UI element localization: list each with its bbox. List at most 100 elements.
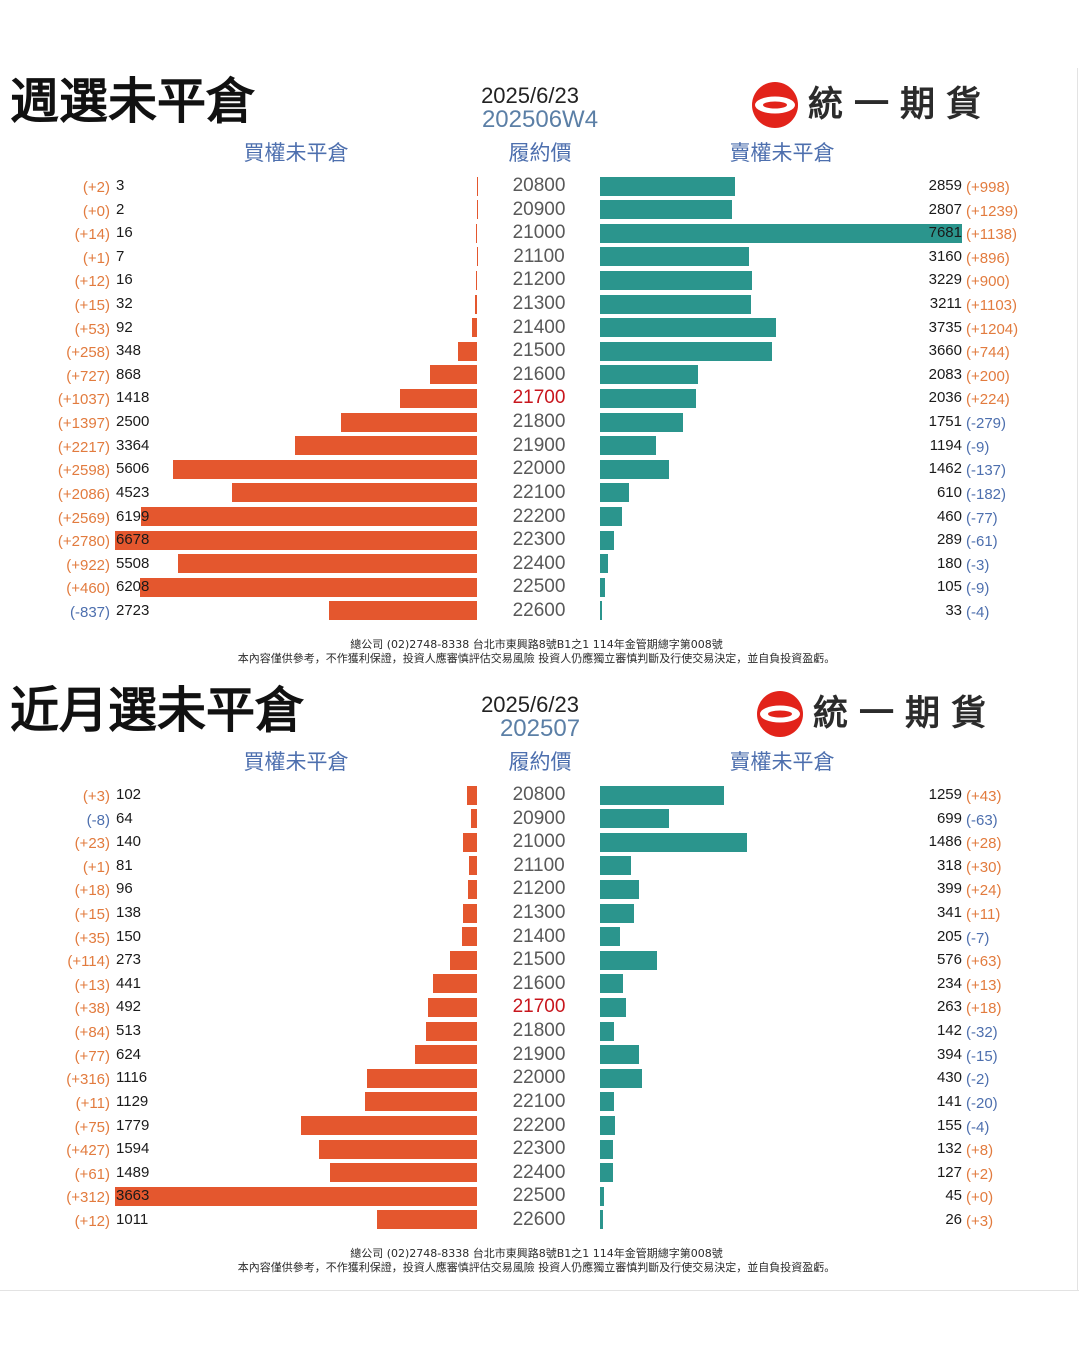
risk-disclaimer: 本內容僅供參考，不作獲利保證，投資人應審慎評估交易風險 投資人仍應獨立審慎判斷及… xyxy=(237,652,836,665)
strike-label: 20900 xyxy=(512,807,566,829)
put-oi-bar xyxy=(600,200,733,220)
put-oi-value: 2036 xyxy=(928,389,962,407)
put-oi-change: (+43) xyxy=(966,788,1002,805)
put-oi-change: (-3) xyxy=(966,556,990,574)
call-oi-bar xyxy=(140,577,477,597)
call-oi-value: 2723 xyxy=(116,601,150,619)
put-oi-bar xyxy=(600,318,777,338)
strike-label: 22400 xyxy=(512,552,566,574)
put-oi-change: (+30) xyxy=(966,858,1002,876)
call-oi-bar xyxy=(470,809,477,829)
put-oi-value: 460 xyxy=(936,507,962,525)
strike-label: 21800 xyxy=(512,411,566,433)
call-oi-bar xyxy=(301,1116,477,1136)
call-oi-bar xyxy=(400,388,477,408)
call-oi-value: 3 xyxy=(116,177,125,194)
put-oi-change: (+224) xyxy=(966,391,1010,409)
risk-disclaimer: 本內容僅供參考，不作獲利保證，投資人應審慎評估交易風險 投資人仍應獨立審慎判斷及… xyxy=(237,1261,836,1274)
strike-label: 21400 xyxy=(512,925,566,947)
put-oi-change: (-7) xyxy=(966,929,990,947)
put-oi-change: (-9) xyxy=(966,580,990,598)
call-oi-change: (+15) xyxy=(74,906,110,924)
put-oi-header: 賣權未平倉 xyxy=(729,141,835,165)
weekly-oi-panel: 週選未平倉 2025/6/23 202506W4 統一期貨 買權未平倉 履約價 … xyxy=(0,0,1079,666)
call-oi-value: 1116 xyxy=(116,1069,148,1087)
put-oi-bar xyxy=(600,459,669,479)
call-oi-change: (+53) xyxy=(74,320,110,338)
put-oi-value: 318 xyxy=(936,856,962,874)
panel-title: 週選未平倉 xyxy=(10,73,256,130)
put-oi-change: (-77) xyxy=(966,509,998,527)
put-oi-bar xyxy=(600,1186,605,1206)
call-oi-value: 1779 xyxy=(116,1116,150,1134)
strike-label: 22500 xyxy=(512,1185,566,1207)
call-oi-value: 32 xyxy=(116,295,133,313)
call-oi-value: 1418 xyxy=(116,389,150,407)
call-oi-value: 3364 xyxy=(116,436,150,454)
put-oi-value: 33 xyxy=(945,601,962,619)
put-oi-change: (+11) xyxy=(966,906,1001,924)
put-oi-value: 26 xyxy=(945,1210,962,1228)
call-oi-change: (+23) xyxy=(74,835,110,853)
uni-president-logo-icon xyxy=(757,691,803,737)
put-oi-bar xyxy=(600,856,632,876)
disclaimer-footer: 總公司 (02)2748-8338 台北市東興路8號B1之1 114年金管期總字… xyxy=(0,638,1073,666)
call-oi-bar xyxy=(341,412,477,432)
call-oi-bar xyxy=(140,507,477,527)
call-oi-value: 3663 xyxy=(116,1187,150,1205)
call-oi-change: (+2569) xyxy=(57,509,110,527)
call-oi-change: (+258) xyxy=(66,344,110,362)
put-oi-bar xyxy=(600,1139,614,1159)
call-oi-change: (+35) xyxy=(74,929,110,947)
put-oi-bar xyxy=(600,341,773,361)
put-oi-bar xyxy=(600,997,626,1017)
put-oi-change: (-63) xyxy=(966,811,998,829)
strike-label: 22200 xyxy=(512,505,566,527)
strike-label: 21900 xyxy=(512,434,566,456)
put-oi-change: (-4) xyxy=(966,1118,990,1136)
call-oi-change: (+84) xyxy=(74,1024,110,1042)
call-oi-change: (+2086) xyxy=(57,485,110,503)
strike-label: 21000 xyxy=(512,222,566,244)
put-oi-value: 3160 xyxy=(928,247,962,265)
put-oi-bar xyxy=(600,950,657,970)
put-oi-change: (+998) xyxy=(966,179,1010,196)
call-oi-change: (+427) xyxy=(66,1142,110,1160)
strike-label-atm: 21700 xyxy=(512,996,566,1018)
put-oi-bar xyxy=(600,388,696,408)
call-oi-value: 441 xyxy=(116,974,142,992)
put-oi-bar xyxy=(600,879,640,899)
strike-label: 22300 xyxy=(512,1138,566,1160)
report-date: 2025/6/23 xyxy=(481,692,579,717)
put-oi-bar xyxy=(600,294,752,314)
call-oi-value: 492 xyxy=(116,998,142,1016)
strike-header: 履約價 xyxy=(508,141,572,165)
put-oi-value: 1194 xyxy=(929,436,962,454)
call-oi-value: 348 xyxy=(116,342,142,360)
call-oi-bar xyxy=(366,1068,477,1088)
strike-label: 21200 xyxy=(512,269,566,291)
put-oi-change: (-279) xyxy=(966,415,1007,433)
call-oi-change: (+38) xyxy=(74,1000,110,1018)
strike-label: 22600 xyxy=(512,599,566,621)
put-oi-value: 3229 xyxy=(928,271,962,289)
put-oi-value: 2859 xyxy=(928,177,962,194)
call-oi-bar xyxy=(115,1186,477,1206)
put-oi-bar xyxy=(600,530,614,550)
put-oi-header: 賣權未平倉 xyxy=(729,750,835,774)
put-oi-value: 289 xyxy=(936,531,962,549)
put-oi-change: (-4) xyxy=(966,603,990,621)
put-oi-value: 234 xyxy=(936,974,962,992)
call-oi-value: 64 xyxy=(116,809,133,827)
put-oi-change: (-20) xyxy=(966,1094,998,1112)
call-oi-value: 513 xyxy=(116,1022,142,1040)
put-oi-change: (+3) xyxy=(966,1212,994,1230)
put-oi-change: (+1239) xyxy=(966,202,1019,220)
oi-butterfly-chart: 20800 3 (+2) 2859 (+998) 20900 2 (+0) 2807 (+1239… xyxy=(0,0,1079,630)
put-oi-value: 142 xyxy=(936,1022,962,1040)
put-oi-value: 180 xyxy=(936,554,962,572)
call-oi-change: (+61) xyxy=(74,1165,110,1183)
call-oi-bar xyxy=(472,318,477,338)
strike-label: 22100 xyxy=(512,481,566,503)
call-oi-bar xyxy=(428,997,477,1017)
